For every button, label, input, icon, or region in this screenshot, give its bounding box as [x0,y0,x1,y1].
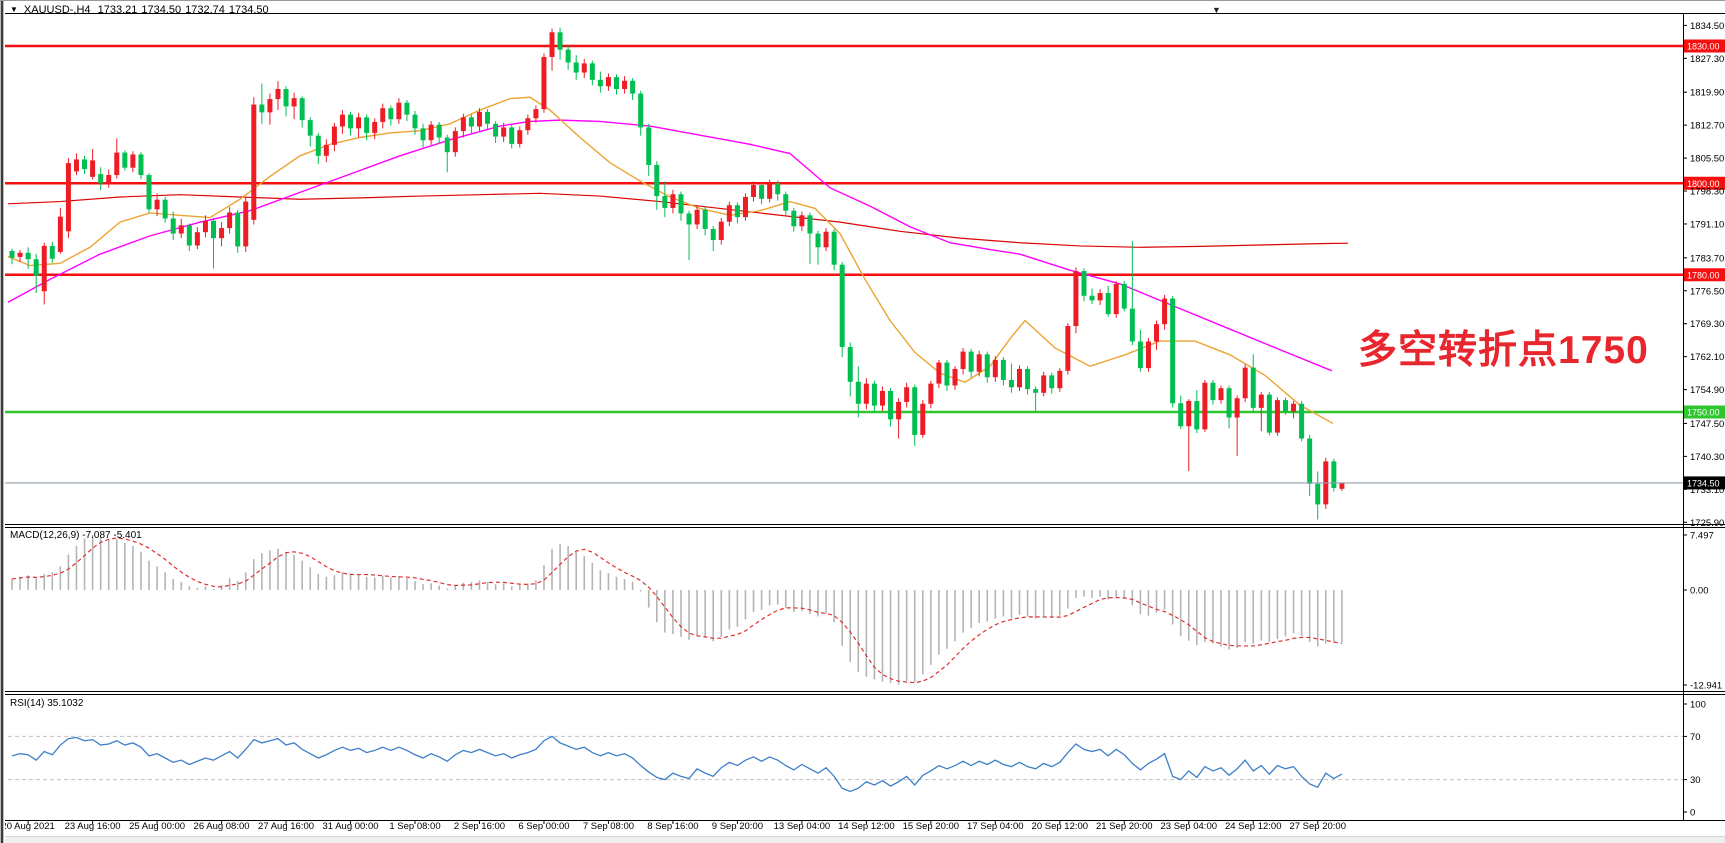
svg-text:1830.00: 1830.00 [1687,42,1720,52]
time-label: 20 Sep 12:00 [1031,821,1089,832]
symbol-dropdown-arrow-icon[interactable]: ▼ [10,5,18,14]
time-label: 1 Sep 08:00 [389,821,441,832]
ma-orange-line [7,96,1334,425]
ohlc-low: 1732.74 [185,4,225,16]
time-label: 21 Sep 20:00 [1096,821,1153,832]
svg-text:1769.30: 1769.30 [1690,319,1724,330]
svg-text:1834.50: 1834.50 [1690,21,1724,32]
time-label: 24 Sep 12:00 [1224,821,1282,832]
svg-text:1776.50: 1776.50 [1690,286,1724,297]
time-label: 15 Sep 20:00 [902,821,960,832]
svg-text:100: 100 [1690,700,1706,711]
rsi-level-lines [8,735,1683,781]
time-label: 20 Aug 2021 [1,821,55,832]
rsi-axis[interactable]: 100 70 30 0 [1683,700,1706,819]
time-label: 17 Sep 04:00 [967,821,1024,832]
horizontal-sr-lines: 1830.00 1800.00 1780.00 1750.00 [5,39,1725,419]
svg-text:0: 0 [1690,808,1695,819]
time-label: 14 Sep 12:00 [838,821,895,832]
time-label: 9 Sep 20:00 [711,821,764,832]
time-label: 2 Sep 16:00 [453,821,506,832]
chart-title: ▼ XAUUSD-,H4 1733.21 1734.50 1732.74 1734.50 [10,4,273,16]
svg-text:1827.30: 1827.30 [1690,54,1724,65]
svg-text:1800.00: 1800.00 [1687,179,1720,189]
time-axis[interactable]: 20 Aug 2021 23 Aug 16:00 25 Aug 00:00 26 Au… [0,821,1725,836]
macd-histogram [11,534,1343,685]
svg-text:1747.50: 1747.50 [1690,419,1724,430]
time-label: 27 Aug 16:00 [258,821,315,832]
time-label: 13 Sep 04:00 [773,821,831,832]
time-label: 26 Aug 08:00 [193,821,250,832]
time-label: 31 Aug 00:00 [322,821,379,832]
chart-collapse-arrow-icon[interactable]: ▼ [1212,5,1221,15]
time-label: 23 Sep 04:00 [1160,821,1218,832]
svg-text:1812.70: 1812.70 [1690,121,1724,132]
svg-text:1819.90: 1819.90 [1690,88,1724,99]
svg-text:30: 30 [1690,775,1701,786]
annotation-text: 多空转折点1750 [1358,329,1649,372]
window-left-edge [0,1,5,843]
time-label: 23 Aug 16:00 [64,821,121,832]
candles [9,27,1345,520]
svg-text:1754.90: 1754.90 [1690,385,1724,396]
svg-text:1725.90: 1725.90 [1690,518,1724,529]
price-axis[interactable]: 1834.50 1827.30 1819.90 1812.70 1805.50 1798.… [1683,21,1724,529]
time-axis-ticks [27,820,1319,824]
symbol-period-label: XAUUSD-,H4 [23,4,91,16]
svg-text:1734.50: 1734.50 [1687,478,1720,488]
rsi-line [11,735,1343,793]
ohlc-open: 1733.21 [97,4,138,16]
time-label: 7 Sep 08:00 [582,821,635,832]
rsi-indicator-label: RSI(14) 35.1032 [10,698,84,709]
macd-axis[interactable]: 7.497 0.00 -12.941 [1683,530,1722,691]
bid-price-line: 1734.50 [5,476,1725,490]
ohlc-close: 1734.50 [228,4,269,16]
svg-text:1740.30: 1740.30 [1690,452,1724,463]
time-label: 27 Sep 20:00 [1289,821,1346,832]
ohlc-high: 1734.50 [141,4,182,16]
svg-text:1805.50: 1805.50 [1690,154,1724,165]
time-label: 8 Sep 16:00 [647,821,699,832]
time-label: 25 Aug 00:00 [129,821,186,832]
svg-text:-12.941: -12.941 [1690,680,1722,691]
svg-text:1791.10: 1791.10 [1690,219,1724,230]
chart-frame [0,13,1725,821]
svg-text:70: 70 [1690,732,1701,743]
macd-indicator-label: MACD(12,26,9) -7.087 -5.401 [10,530,142,541]
svg-text:7.497: 7.497 [1690,530,1714,541]
svg-text:1780.00: 1780.00 [1687,270,1720,280]
macd-signal-line [11,537,1342,684]
svg-text:1762.10: 1762.10 [1690,352,1724,363]
svg-text:1750.00: 1750.00 [1687,408,1720,418]
svg-text:1783.70: 1783.70 [1690,253,1724,264]
svg-text:0.00: 0.00 [1690,586,1709,597]
svg-text:1798.30: 1798.30 [1690,187,1724,198]
time-label: 6 Sep 00:00 [518,821,570,832]
svg-text:1733.10: 1733.10 [1690,485,1724,496]
bottom-scroll-strip[interactable] [0,836,1725,843]
